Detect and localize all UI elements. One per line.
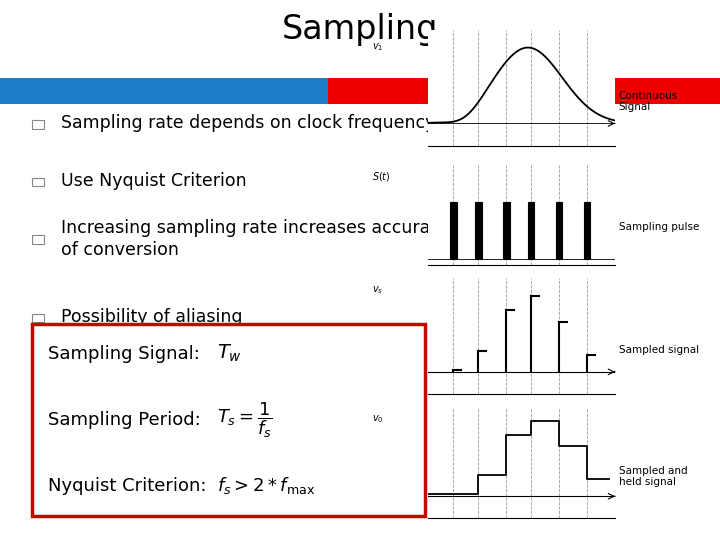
Text: Continuous
Signal: Continuous Signal [618, 91, 678, 112]
Bar [474, 201, 482, 259]
Text: Sampled and
held signal: Sampled and held signal [618, 465, 688, 487]
Bar [32, 178, 44, 186]
FancyBboxPatch shape [32, 324, 425, 516]
Bar [328, 78, 720, 104]
Bar [32, 314, 44, 322]
Bar [584, 201, 590, 259]
Text: Possibility of aliasing: Possibility of aliasing [61, 308, 243, 326]
Bar [32, 235, 44, 244]
Text: Sampling rate depends on clock frequency: Sampling rate depends on clock frequency [61, 114, 436, 132]
Text: Sampling pulse: Sampling pulse [618, 221, 699, 232]
Text: $v_s$: $v_s$ [372, 284, 384, 296]
Bar [0, 78, 328, 104]
Bar [556, 201, 562, 259]
Bar [450, 201, 456, 259]
Bar [528, 201, 534, 259]
Text: Nyquist Criterion:: Nyquist Criterion: [48, 477, 218, 495]
Text: Sampled signal: Sampled signal [618, 345, 698, 355]
Text: Sampling Signal:: Sampling Signal: [48, 345, 212, 363]
Text: Sampling: Sampling [282, 14, 438, 46]
Bar [32, 120, 44, 129]
Text: $v_0$: $v_0$ [372, 413, 384, 425]
Text: Use Nyquist Criterion: Use Nyquist Criterion [61, 172, 247, 190]
Text: $v_1$: $v_1$ [372, 42, 384, 53]
Bar [503, 201, 510, 259]
Text: Sampling Period:: Sampling Period: [48, 411, 212, 429]
Text: $f_s > 2 * f_{\mathrm{max}}$: $f_s > 2 * f_{\mathrm{max}}$ [217, 476, 316, 496]
Text: Increasing sampling rate increases accuracy
of conversion: Increasing sampling rate increases accur… [61, 219, 450, 259]
Text: $T_s = \dfrac{1}{f_s}$: $T_s = \dfrac{1}{f_s}$ [217, 400, 273, 440]
Text: $S(t)$: $S(t)$ [372, 170, 391, 183]
Text: $T_w$: $T_w$ [217, 343, 243, 364]
